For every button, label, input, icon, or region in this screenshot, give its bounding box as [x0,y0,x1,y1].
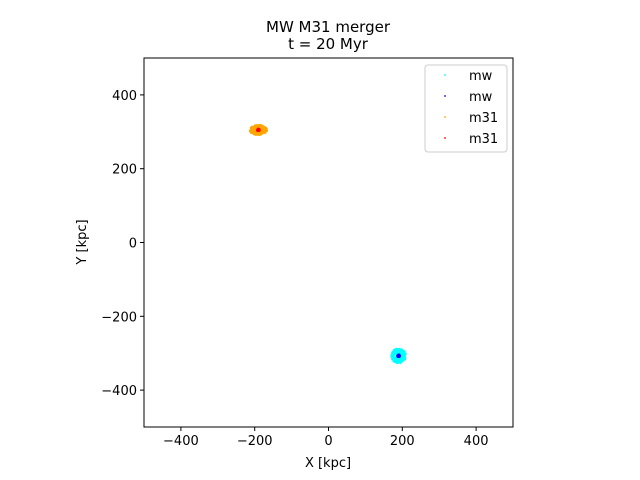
y-tick-label: 200 [112,163,137,178]
point-mw-disk [398,348,401,351]
data-points [248,123,407,365]
y-tick-label: 400 [112,89,137,104]
point-m31-disk [261,127,265,130]
point-mw-disk [399,361,402,364]
point-m31-disk [257,124,260,127]
x-axis-label: X [kpc] [305,456,351,471]
point-m31-disk [255,124,258,127]
x-tick-label: 0 [324,434,332,449]
point-m31-disk [259,125,263,128]
point-mw-disk [392,353,396,356]
legend-label: mw [469,69,493,84]
point-mw-core [396,355,400,358]
x-tick-label: −200 [237,434,273,449]
point-mw-disk [391,351,394,354]
point-m31-disk [258,131,261,135]
point-mw-disk [390,355,393,358]
x-axis-ticks: −400 −200 0 200 400 [163,427,489,449]
y-tick-label: −400 [101,384,137,399]
y-tick-label: −200 [101,310,137,325]
legend-marker [444,74,446,76]
point-mw-disk [402,354,405,357]
x-tick-label: 200 [390,434,415,449]
point-mw-disk [403,351,406,354]
point-mw-disk [401,349,404,352]
point-m31-disk [261,124,264,127]
x-tick-label: −400 [163,434,199,449]
point-m31-disk [264,130,268,133]
point-m31-disk [252,130,255,134]
chart-title-line2: t = 20 Myr [288,35,369,53]
point-mw-disk [395,361,398,364]
point-m31-disk [260,133,263,136]
point-m31-core [257,127,260,131]
legend: mw mw m31 m31 [424,64,508,153]
legend-marker [444,116,446,118]
x-tick-label: 400 [464,434,489,449]
point-mw-disk [391,358,394,361]
point-m31-disk [252,126,255,130]
point-mw-disk [395,348,398,351]
point-mw-disk [394,356,397,360]
legend-marker [444,137,446,139]
point-mw-disk [392,360,395,363]
point-m31-disk [249,130,252,133]
legend-label: mw [469,90,493,105]
y-tick-label: 0 [129,237,137,252]
legend-label: m31 [469,132,498,147]
point-mw-disk [397,358,401,362]
chart-title-line1: MW M31 merger [266,18,391,36]
legend-label: m31 [469,111,498,126]
legend-box [424,64,508,153]
point-mw-disk [398,350,401,353]
point-mw-disk [401,356,404,360]
y-axis-label: Y [kpc] [75,219,90,265]
point-mw-disk [403,358,406,361]
point-m31-disk [265,127,268,131]
point-mw-disk [397,360,400,363]
y-axis-ticks: −400 −200 0 200 400 [101,89,144,399]
point-mw-disk [394,351,397,354]
legend-marker [444,95,446,97]
point-m31-disk [261,131,265,134]
